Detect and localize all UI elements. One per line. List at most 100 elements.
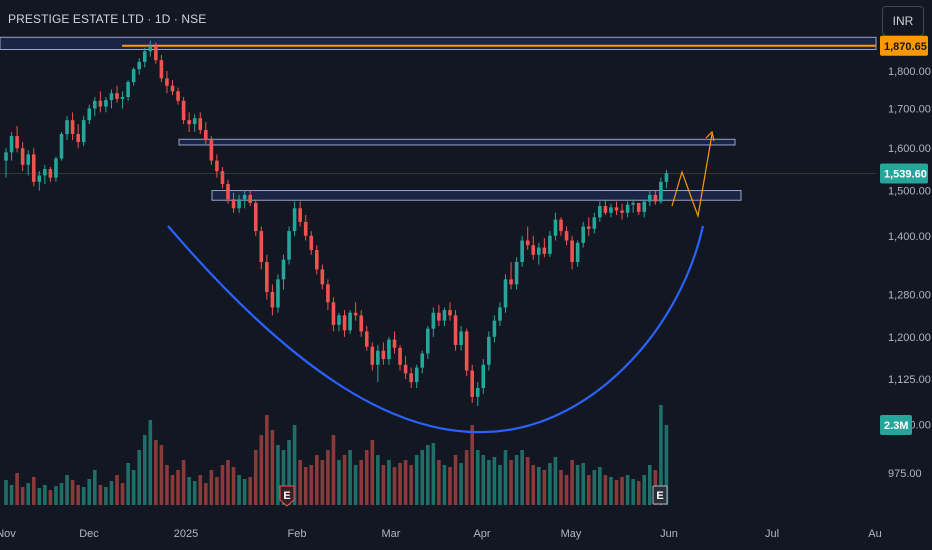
candle: [487, 331, 491, 371]
currency-button[interactable]: INR: [882, 6, 924, 36]
candle: [298, 201, 302, 227]
candle: [542, 238, 547, 258]
volume-bar: [43, 485, 47, 505]
candle-body: [586, 226, 591, 229]
candle: [592, 212, 597, 234]
volume-bar: [9, 485, 14, 505]
volume-bar: [570, 460, 574, 505]
volume-bar: [559, 470, 563, 505]
candle-body: [248, 194, 252, 203]
candle-body: [648, 194, 652, 202]
candle: [559, 217, 563, 236]
candle: [70, 112, 75, 141]
candle-body: [137, 61, 141, 70]
earnings-badge: [652, 485, 668, 505]
candle-body: [537, 247, 541, 255]
y-tick-label: 975.00: [888, 468, 922, 480]
candle-body: [37, 175, 42, 182]
candle: [176, 87, 180, 105]
candle: [525, 226, 530, 250]
volume-bar: [475, 450, 480, 505]
candle: [359, 310, 363, 337]
volume-bar: [409, 465, 413, 505]
candle-body: [48, 169, 53, 178]
candle: [331, 297, 336, 332]
candle-body: [453, 315, 458, 346]
candle-body: [603, 206, 608, 213]
candle: [520, 235, 524, 267]
candle: [642, 199, 647, 218]
volume-bar: [381, 465, 386, 505]
projection-path: [671, 133, 713, 219]
y-tick-label: 1,125.00: [888, 374, 931, 386]
candle: [509, 262, 513, 290]
volume-bar: [109, 481, 114, 505]
volume-bar: [70, 480, 75, 505]
volume-bar: [470, 425, 474, 505]
volume-bar: [281, 450, 286, 505]
candle-body: [204, 130, 208, 141]
candle-body: [353, 312, 358, 316]
candle: [659, 177, 663, 204]
candle-body: [20, 148, 25, 165]
volume-bar: [303, 467, 308, 505]
candle: [9, 132, 14, 161]
volume-bar: [137, 450, 141, 505]
volume-bar: [87, 479, 92, 505]
volume-bar: [142, 435, 147, 505]
candle: [54, 156, 58, 182]
candle: [59, 132, 64, 161]
candle: [226, 179, 230, 204]
volume-bar: [309, 465, 314, 505]
candle: [120, 91, 125, 109]
candle-body: [231, 199, 236, 209]
volume-bar: [581, 463, 585, 505]
volume-bar: [364, 450, 369, 505]
candle: [109, 89, 114, 109]
volume-bar: [165, 465, 169, 505]
volume-bar: [426, 445, 430, 505]
candle-body: [509, 279, 513, 285]
volume-bar: [353, 465, 358, 505]
candle-body: [420, 353, 425, 368]
candle-body: [592, 217, 597, 229]
volume-bar: [575, 465, 580, 505]
volume-bar: [542, 470, 547, 505]
volume-bar: [487, 460, 491, 505]
candle: [154, 42, 158, 64]
volume-bar: [664, 425, 669, 505]
volume-bar: [481, 455, 486, 505]
volume-bar: [392, 467, 397, 505]
candle: [287, 226, 291, 265]
volume-bar: [159, 445, 164, 505]
candle: [215, 154, 219, 178]
candle: [126, 80, 130, 101]
volume-bar: [98, 485, 103, 505]
candle: [115, 85, 119, 103]
candle: [492, 315, 497, 343]
candle-body: [442, 310, 447, 321]
volume-badge-box: [880, 415, 912, 435]
candle-body: [381, 350, 386, 360]
volume-bar: [215, 477, 219, 505]
y-tick-label: 1,700.00: [888, 103, 931, 115]
volume-bar: [437, 460, 441, 505]
candle: [431, 307, 436, 337]
candle-body: [387, 339, 391, 360]
candle: [664, 169, 669, 189]
candle: [575, 240, 580, 267]
x-tick-label: May: [561, 528, 582, 540]
volume-bar: [198, 475, 203, 505]
volume-bar: [93, 470, 97, 505]
candle-body: [498, 307, 502, 321]
candle: [342, 310, 347, 337]
candle-body: [414, 367, 419, 383]
volume-bar: [503, 450, 508, 505]
candle: [409, 367, 413, 388]
candle-body: [242, 194, 247, 200]
candle-body: [265, 262, 269, 292]
candle-body: [403, 364, 408, 374]
top-zone: [0, 36, 877, 51]
volume-bar: [181, 460, 186, 505]
